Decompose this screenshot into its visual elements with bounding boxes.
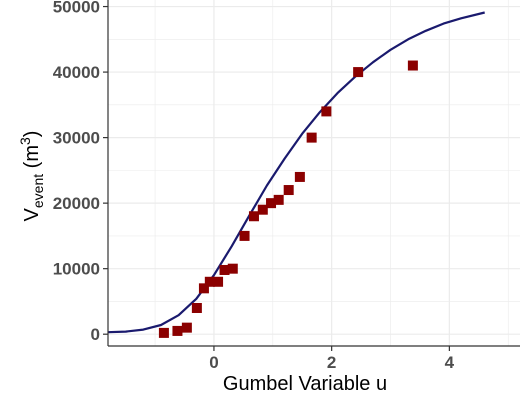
x-tick-label: 0 [209, 353, 218, 372]
data-point [321, 106, 332, 117]
data-point [172, 325, 183, 336]
fitted-curve-line [107, 11, 485, 334]
y-tick-label: 0 [91, 325, 100, 344]
x-tick-label: 2 [327, 353, 336, 372]
y-axis-title: Vevent (m3) [17, 131, 46, 222]
data-point [204, 276, 215, 287]
data-point [219, 264, 230, 275]
data-point [239, 230, 250, 241]
y-axis-title-subscript: event [30, 174, 46, 208]
y-tick-label: 30000 [53, 129, 100, 148]
data-point [248, 211, 259, 222]
y-tick-label: 20000 [53, 194, 100, 213]
data-point [191, 302, 202, 313]
data-point [407, 60, 418, 71]
data-point [158, 327, 169, 338]
axes-layer [103, 0, 520, 351]
y-axis-title-close: ) [21, 131, 43, 138]
data-point [273, 194, 284, 205]
x-axis-title: Gumbel Variable u [223, 373, 387, 395]
data-point [294, 171, 305, 182]
y-axis-title-main: V [21, 207, 43, 221]
y-axis-title-superscript: 3 [17, 137, 33, 145]
data-point [353, 67, 364, 78]
y-tick-label: 50000 [53, 0, 100, 17]
y-tick-label: 40000 [53, 63, 100, 82]
tick-labels-layer: 0 2 4 0 10000 20000 30000 40000 50000 [53, 0, 455, 372]
data-points-layer [158, 60, 418, 338]
data-point [283, 185, 294, 196]
major-gridlines [108, 0, 520, 346]
data-point [181, 322, 192, 333]
data-point [227, 263, 238, 274]
data-point [306, 132, 317, 143]
data-point [257, 204, 268, 215]
x-tick-label: 4 [445, 353, 455, 372]
data-point [213, 276, 224, 287]
y-tick-label: 10000 [53, 260, 100, 279]
minor-gridlines [108, 0, 520, 346]
y-axis-title-unit: (m [21, 145, 43, 174]
fitted-curve-layer [107, 11, 485, 334]
data-point [266, 198, 277, 209]
data-point [198, 283, 209, 294]
